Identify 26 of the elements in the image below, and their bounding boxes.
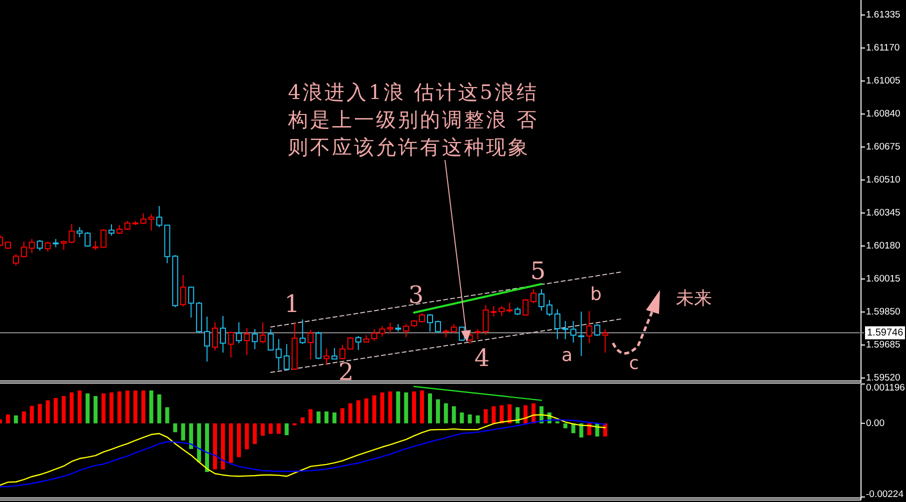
- ref-line-label: 1.59746: [867, 327, 904, 338]
- y-tick-label: 1.60840: [866, 108, 900, 120]
- y-tick-label: 1.59520: [866, 372, 900, 384]
- annotation: 3: [408, 281, 424, 309]
- y-tick-label: 1.61170: [866, 42, 900, 54]
- annotation: a: [561, 345, 573, 366]
- annotation: 5: [530, 257, 546, 285]
- y-tick-label: 1.60180: [866, 240, 900, 252]
- annotation: 4: [474, 344, 490, 372]
- y-tick-label: 1.59685: [866, 340, 900, 350]
- annotation: 2: [338, 358, 354, 386]
- annotation: c: [629, 353, 639, 374]
- y-tick-label: 0.001196: [866, 382, 905, 394]
- y-tick-label: 1.60510: [866, 174, 900, 186]
- y-tick-label: 1.60675: [866, 142, 900, 152]
- y-tick-label: 1.61335: [866, 10, 900, 20]
- annotation: 1: [284, 290, 300, 318]
- y-tick-label: 1.60015: [866, 274, 900, 284]
- annotation: 未来: [676, 288, 712, 309]
- y-tick-label: -0.00224: [866, 489, 904, 500]
- y-tick-label: 1.61005: [866, 76, 900, 86]
- y-tick-label: 0.00: [866, 418, 884, 429]
- y-tick-label: 1.59850: [866, 306, 900, 318]
- annotation: 4浪进入1浪 估计这5浪结构是上一级别的调整浪 否则不应该允许有这种现象: [287, 80, 539, 159]
- annotation: b: [590, 284, 602, 305]
- y-tick-label: 1.60345: [866, 208, 900, 218]
